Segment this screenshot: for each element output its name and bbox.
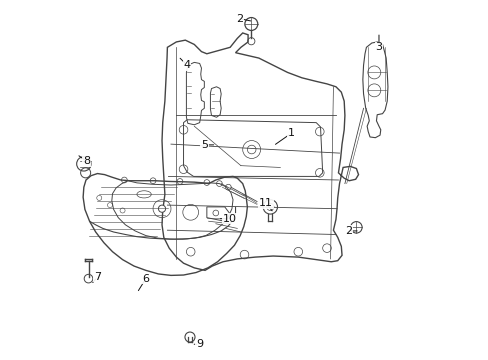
Text: 4: 4 [183,60,190,70]
Text: 7: 7 [94,272,101,282]
Text: 11: 11 [259,198,272,208]
Circle shape [158,205,165,212]
Text: 10: 10 [222,214,236,224]
Text: 6: 6 [142,274,149,284]
Text: 2: 2 [235,14,243,24]
Circle shape [247,145,255,154]
Text: 3: 3 [375,42,382,52]
Text: 8: 8 [83,156,90,166]
Text: 1: 1 [287,129,294,138]
Text: 9: 9 [196,339,203,349]
Text: 2: 2 [344,226,351,236]
Text: 5: 5 [201,140,207,150]
